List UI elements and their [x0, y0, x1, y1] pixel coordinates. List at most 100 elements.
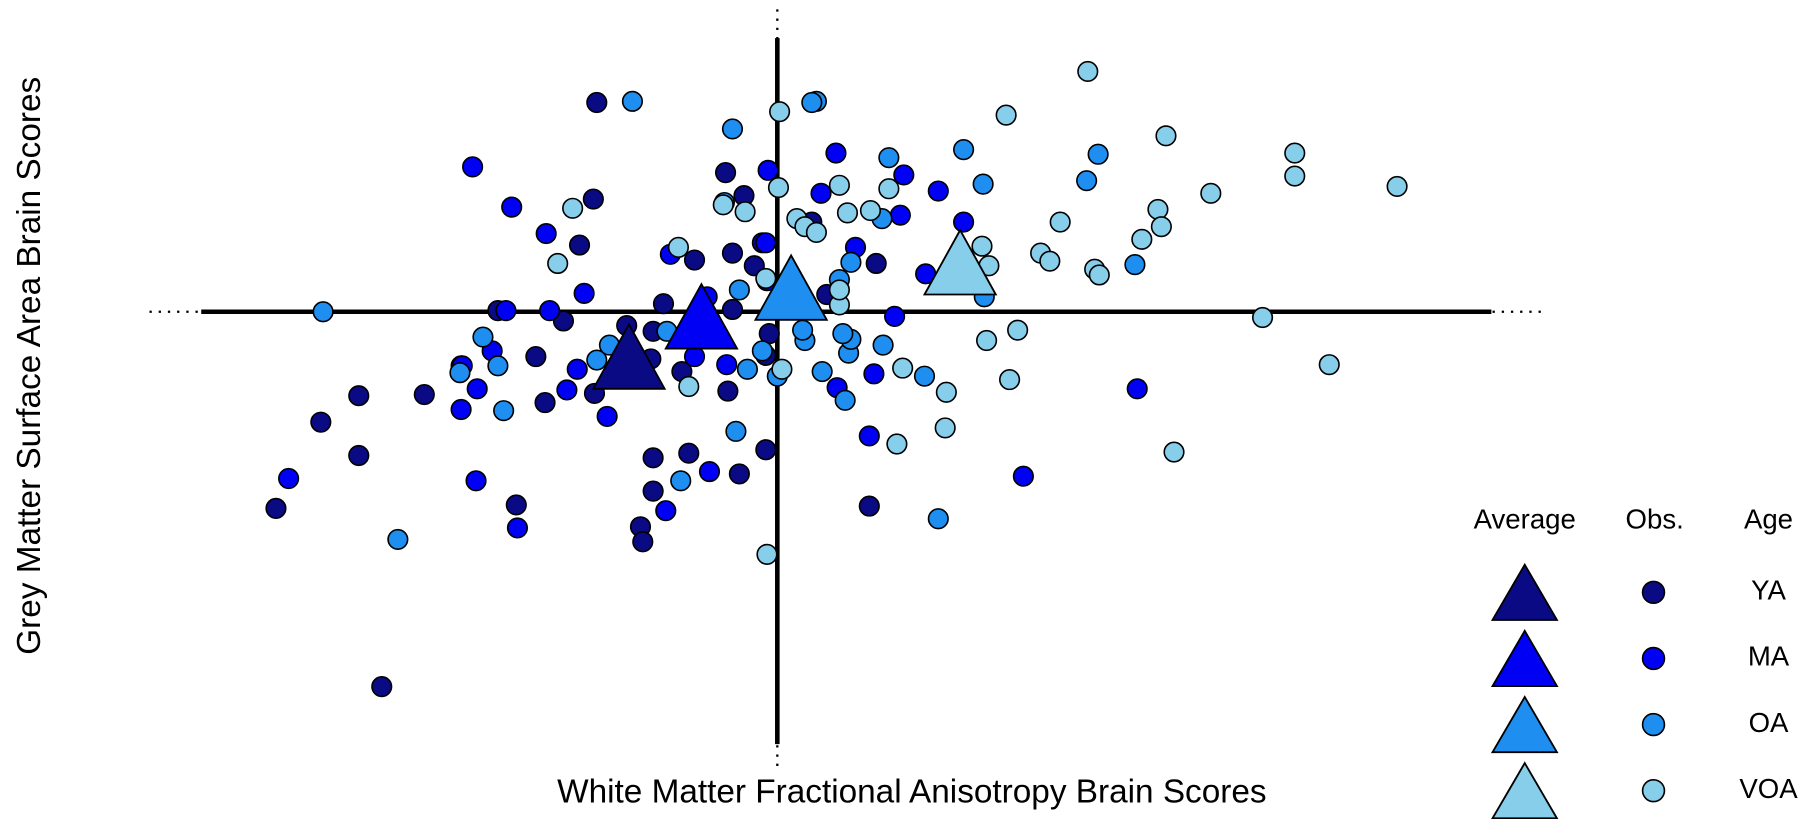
- point: [1049, 211, 1071, 233]
- point: [1318, 354, 1340, 376]
- point: [767, 176, 790, 199]
- point: [999, 369, 1021, 391]
- point: [278, 467, 300, 490]
- point: [568, 234, 591, 256]
- point: [1088, 264, 1110, 286]
- point: [1150, 216, 1172, 238]
- point: [1077, 60, 1099, 83]
- point: [642, 447, 664, 469]
- point: [562, 197, 584, 219]
- point: [863, 363, 885, 385]
- point: [927, 180, 949, 202]
- point: [858, 495, 880, 517]
- point: [756, 543, 778, 565]
- point: [721, 118, 744, 140]
- point: [972, 173, 994, 195]
- average-triangle: [753, 253, 829, 321]
- marks: [265, 60, 1408, 698]
- point: [858, 425, 880, 447]
- point: [769, 101, 791, 123]
- point: [725, 420, 747, 442]
- point: [728, 463, 750, 485]
- point: [1163, 441, 1185, 463]
- point: [1284, 142, 1306, 164]
- point: [892, 357, 914, 379]
- point: [495, 300, 517, 322]
- point: [465, 470, 487, 492]
- point: [1251, 306, 1274, 329]
- point: [535, 222, 557, 245]
- legend-label: YA: [1751, 575, 1786, 606]
- legend: Average Obs. Age YA MA OA VOA: [1474, 503, 1798, 819]
- point: [1200, 182, 1222, 204]
- point: [449, 362, 471, 384]
- point: [801, 91, 823, 114]
- point: [683, 249, 706, 271]
- point: [716, 354, 738, 376]
- point: [859, 199, 882, 222]
- point: [310, 411, 332, 433]
- point: [586, 349, 608, 371]
- legend-dot: [1641, 580, 1666, 605]
- legend-header: Average: [1474, 503, 1576, 534]
- point: [413, 383, 435, 406]
- point: [736, 358, 758, 380]
- point: [828, 174, 850, 196]
- point: [312, 301, 334, 323]
- point: [878, 147, 900, 169]
- point: [889, 204, 911, 226]
- legend-triangle: [1491, 761, 1559, 819]
- legend-label: MA: [1748, 641, 1790, 672]
- point: [771, 358, 793, 380]
- legend-label: OA: [1749, 707, 1789, 738]
- point: [872, 334, 894, 356]
- point: [621, 90, 644, 112]
- point: [1147, 198, 1169, 221]
- point: [953, 139, 975, 161]
- point: [712, 194, 734, 216]
- point: [1131, 228, 1153, 250]
- point: [971, 235, 993, 257]
- point: [487, 355, 509, 377]
- point: [501, 196, 523, 218]
- point: [505, 494, 527, 516]
- point: [547, 252, 569, 275]
- legend-dot: [1641, 712, 1666, 737]
- point: [493, 400, 515, 422]
- legend-header: Age: [1744, 503, 1793, 534]
- point: [1087, 143, 1109, 165]
- point: [953, 211, 975, 233]
- point: [348, 385, 370, 407]
- point: [755, 439, 777, 461]
- point: [893, 164, 915, 186]
- point: [935, 381, 957, 403]
- point: [721, 242, 744, 264]
- point: [556, 379, 578, 401]
- point: [387, 528, 409, 551]
- legend-triangle: [1490, 695, 1559, 754]
- point: [755, 232, 777, 254]
- point: [371, 676, 393, 698]
- point: [757, 159, 779, 181]
- point: [1386, 175, 1408, 198]
- point: [683, 346, 706, 368]
- legend-triangle: [1490, 629, 1559, 687]
- point: [348, 444, 370, 467]
- point: [265, 497, 287, 519]
- point: [836, 202, 859, 224]
- point: [534, 392, 556, 414]
- point: [1076, 170, 1098, 192]
- average-triangle: [664, 282, 739, 350]
- point: [450, 398, 472, 421]
- point: [811, 360, 833, 383]
- point: [840, 251, 862, 273]
- point: [652, 293, 675, 315]
- point: [596, 405, 618, 427]
- point: [506, 517, 529, 539]
- point: [655, 500, 677, 522]
- point: [466, 378, 488, 400]
- point: [525, 346, 547, 368]
- point: [1124, 254, 1146, 276]
- point: [1155, 125, 1177, 147]
